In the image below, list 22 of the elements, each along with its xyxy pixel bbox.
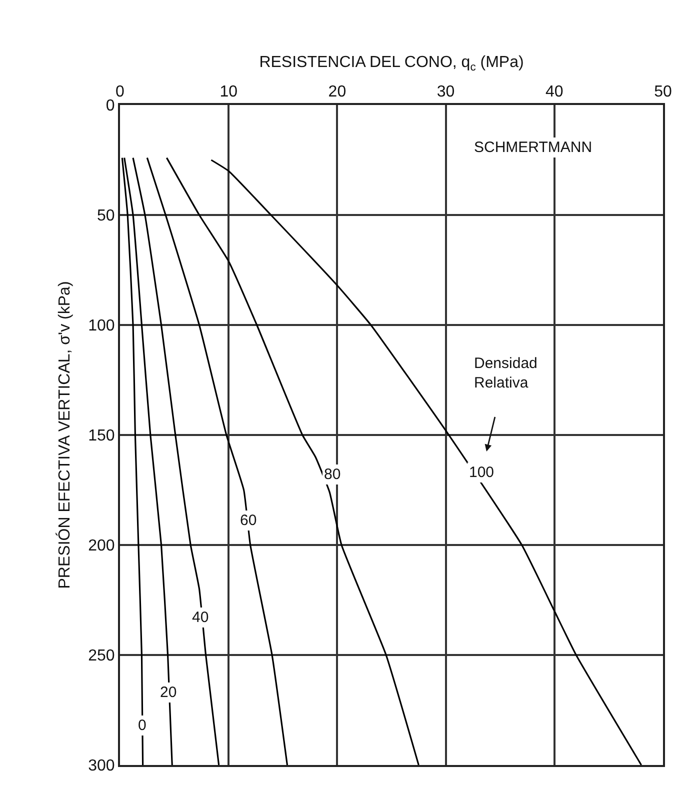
annotation: 60 <box>240 512 257 529</box>
x-tick-label: 20 <box>328 84 346 101</box>
annotation: SCHMERTMANN <box>474 139 592 156</box>
y-tick-label: 300 <box>88 758 115 775</box>
x-tick-label: 50 <box>654 84 672 101</box>
x-tick-label: 10 <box>220 84 238 101</box>
annotation: 0 <box>138 717 146 734</box>
y-tick-label: 200 <box>88 538 115 555</box>
y-tick-label: 150 <box>88 428 115 445</box>
annotation: 80 <box>324 466 341 483</box>
annotation: 100 <box>469 464 494 481</box>
y-tick-label: 250 <box>88 648 115 665</box>
x-axis-title: RESISTENCIA DEL CONO, q$_{c}$ (MPa) <box>259 54 524 74</box>
annotation: 40 <box>192 609 209 626</box>
y-axis-title: PRESIÓN EFECTIVA VERTICAL, σ'v (kPa) <box>55 281 74 589</box>
x-tick-label: 40 <box>546 84 564 101</box>
y-tick-label: 50 <box>97 208 115 225</box>
annotation: Densidad Relativa <box>474 355 538 392</box>
y-tick-label: 0 <box>106 98 115 115</box>
annotation: 20 <box>160 684 177 701</box>
y-tick-label: 100 <box>88 318 115 335</box>
x-tick-label: 30 <box>436 84 455 101</box>
